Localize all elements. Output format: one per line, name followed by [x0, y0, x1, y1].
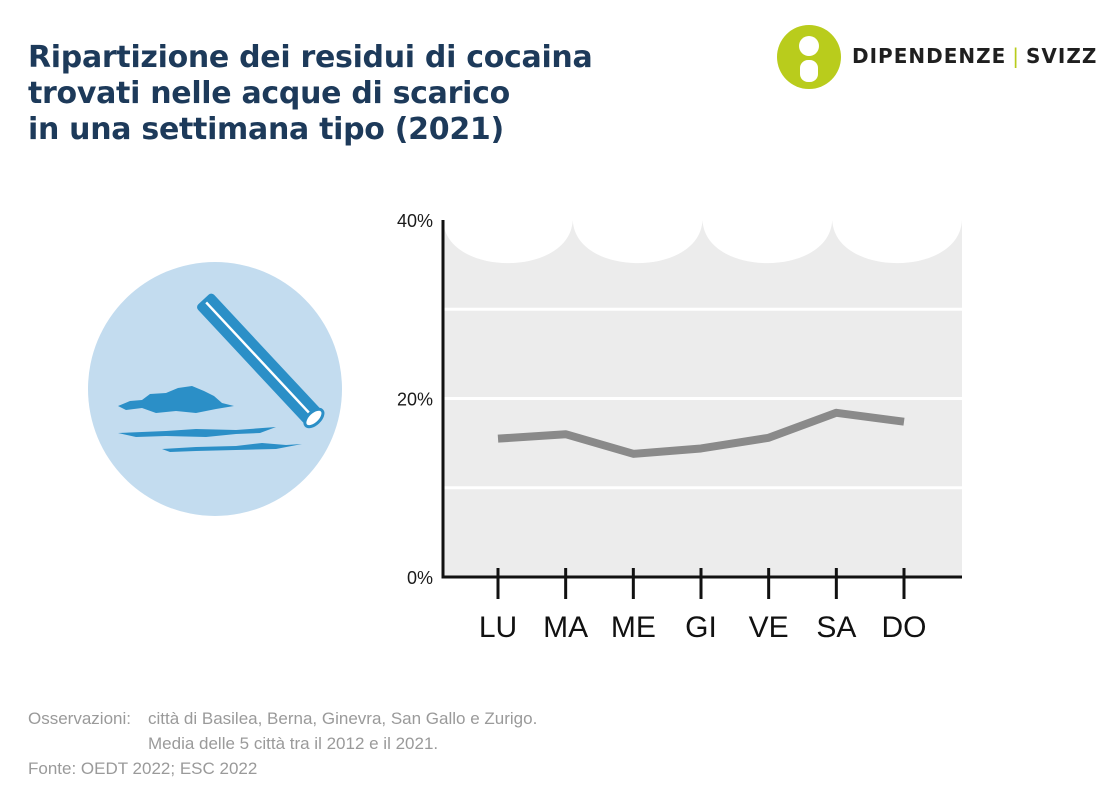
series-line — [497, 408, 905, 458]
x-tick-label: DO — [882, 611, 927, 644]
logo-text: DIPENDENZE|SVIZZERA — [852, 44, 1096, 68]
x-tick-label: GI — [685, 611, 717, 644]
logo-person-icon — [777, 25, 841, 89]
cocaine-straw-icon — [88, 262, 342, 516]
y-tick-label: 20% — [397, 390, 433, 410]
x-tick-label: VE — [749, 611, 789, 644]
chart-notes: Osservazioni: città di Basilea, Berna, Gi… — [28, 706, 537, 781]
x-tick-label: SA — [816, 611, 856, 644]
y-tick-label: 40% — [397, 211, 433, 231]
notes-label: Osservazioni: — [28, 709, 131, 728]
line-chart: 0% 20% 40% LU MA ME GI VE SA DO — [380, 200, 980, 660]
line-chart-svg: 0% 20% 40% LU MA ME GI VE SA DO — [397, 211, 962, 644]
cocaine-illustration — [86, 260, 344, 518]
chart-title: Ripartizione dei residui di cocaina trov… — [28, 40, 728, 148]
title-line-3: in una settimana tipo (2021) — [28, 112, 504, 147]
title-line-2: trovati nelle acque di scarico — [28, 76, 510, 111]
x-tick-label: ME — [611, 611, 656, 644]
logo-text-part1: DIPENDENZE — [852, 44, 1007, 68]
logo: DIPENDENZE|SVIZZERA — [776, 24, 1096, 90]
notes-source: Fonte: OEDT 2022; ESC 2022 — [28, 759, 258, 778]
logo-separator: | — [1012, 44, 1021, 68]
logo-text-part2: SVIZZERA — [1026, 44, 1096, 68]
x-tick-label: LU — [479, 611, 517, 644]
notes-line-2: Media delle 5 città tra il 2012 e il 202… — [148, 734, 439, 753]
title-line-1: Ripartizione dei residui di cocaina — [28, 40, 593, 75]
y-tick-label: 0% — [407, 568, 433, 588]
x-tick-label: MA — [543, 611, 588, 644]
notes-line-1: città di Basilea, Berna, Ginevra, San Ga… — [148, 709, 538, 728]
